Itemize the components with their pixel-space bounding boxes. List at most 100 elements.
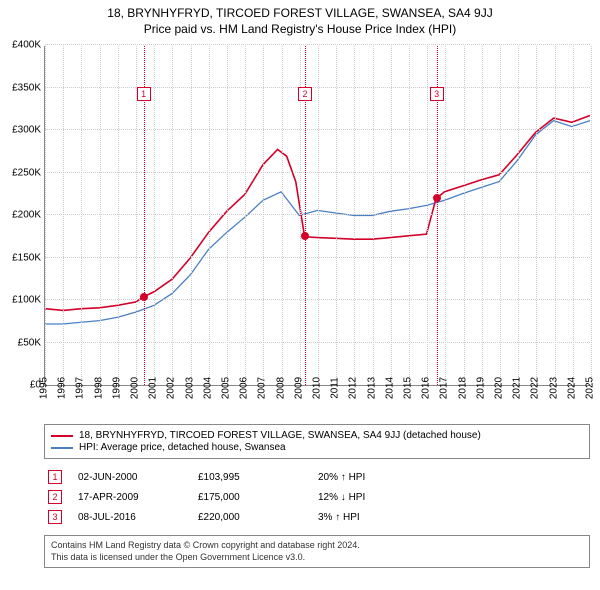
v-gridline xyxy=(573,46,574,385)
v-gridline xyxy=(555,46,556,385)
footer-line-2: This data is licensed under the Open Gov… xyxy=(51,552,583,564)
x-tick-label: 2007 xyxy=(257,377,268,399)
v-gridline xyxy=(354,46,355,385)
y-tick-label: £200K xyxy=(12,210,41,221)
x-tick-label: 2020 xyxy=(494,377,505,399)
y-tick-label: £400K xyxy=(12,40,41,51)
footer-line-1: Contains HM Land Registry data © Crown c… xyxy=(51,540,583,552)
y-tick-label: £350K xyxy=(12,82,41,93)
transaction-index-box: 1 xyxy=(48,470,62,484)
y-tick-label: £100K xyxy=(12,295,41,306)
x-tick-label: 2006 xyxy=(239,377,250,399)
v-gridline xyxy=(245,46,246,385)
x-tick-label: 1996 xyxy=(57,377,68,399)
x-tick-label: 2024 xyxy=(566,377,577,399)
callout-box: 1 xyxy=(137,87,151,101)
transaction-row: 1 02-JUN-2000£103,99520% ↑ HPI xyxy=(44,467,590,487)
legend-row: HPI: Average price, detached house, Swan… xyxy=(51,442,583,453)
transaction-delta: 20% ↑ HPI xyxy=(314,467,590,487)
legend-label: 18, BRYNHYFRYD, TIRCOED FOREST VILLAGE, … xyxy=(79,430,481,441)
v-gridline xyxy=(209,46,210,385)
transaction-index-box: 2 xyxy=(48,490,62,504)
x-tick-label: 2013 xyxy=(366,377,377,399)
transaction-date: 02-JUN-2000 xyxy=(74,467,194,487)
v-gridline xyxy=(336,46,337,385)
x-tick-label: 2010 xyxy=(312,377,323,399)
x-tick-label: 2023 xyxy=(548,377,559,399)
transactions-table: 1 02-JUN-2000£103,99520% ↑ HPI 2 17-APR-200… xyxy=(44,467,590,527)
x-tick-label: 2003 xyxy=(184,377,195,399)
v-gridline xyxy=(45,46,46,385)
v-gridline xyxy=(373,46,374,385)
chart-titles: 18, BRYNHYFRYD, TIRCOED FOREST VILLAGE, … xyxy=(0,0,600,36)
chart-title-1: 18, BRYNHYFRYD, TIRCOED FOREST VILLAGE, … xyxy=(0,6,600,20)
chart-container: 18, BRYNHYFRYD, TIRCOED FOREST VILLAGE, … xyxy=(0,0,600,568)
callout-box: 3 xyxy=(430,87,444,101)
transaction-price: £175,000 xyxy=(194,487,314,507)
x-tick-label: 2004 xyxy=(202,377,213,399)
transaction-delta: 12% ↓ HPI xyxy=(314,487,590,507)
x-tick-label: 2016 xyxy=(421,377,432,399)
v-gridline xyxy=(63,46,64,385)
v-gridline xyxy=(409,46,410,385)
v-gridline xyxy=(427,46,428,385)
v-gridline xyxy=(536,46,537,385)
transaction-row: 2 17-APR-2009£175,00012% ↓ HPI xyxy=(44,487,590,507)
footer-attribution: Contains HM Land Registry data © Crown c… xyxy=(44,535,590,568)
h-gridline xyxy=(45,44,590,45)
x-tick-label: 2005 xyxy=(221,377,232,399)
x-tick-label: 2001 xyxy=(148,377,159,399)
x-tick-label: 2002 xyxy=(166,377,177,399)
transaction-delta: 3% ↑ HPI xyxy=(314,507,590,527)
x-axis-labels: 1995199619971998199920002001200220032004… xyxy=(44,386,590,418)
v-gridline xyxy=(500,46,501,385)
x-tick-label: 1997 xyxy=(75,377,86,399)
v-gridline xyxy=(191,46,192,385)
legend-label: HPI: Average price, detached house, Swan… xyxy=(79,442,286,453)
legend-swatch xyxy=(51,435,73,437)
callout-marker xyxy=(140,293,148,301)
transaction-price: £103,995 xyxy=(194,467,314,487)
y-tick-label: £300K xyxy=(12,125,41,136)
v-gridline xyxy=(118,46,119,385)
v-gridline xyxy=(391,46,392,385)
transaction-row: 308-JUL-2016£220,0003% ↑ HPI xyxy=(44,507,590,527)
legend: 18, BRYNHYFRYD, TIRCOED FOREST VILLAGE, … xyxy=(44,424,590,459)
x-tick-label: 2014 xyxy=(384,377,395,399)
callout-marker xyxy=(301,232,309,240)
v-gridline xyxy=(227,46,228,385)
v-gridline xyxy=(518,46,519,385)
transaction-index-box: 3 xyxy=(48,510,62,524)
v-gridline xyxy=(100,46,101,385)
v-gridline xyxy=(172,46,173,385)
callout-box: 2 xyxy=(298,87,312,101)
v-gridline xyxy=(318,46,319,385)
x-tick-label: 2022 xyxy=(530,377,541,399)
x-tick-label: 2009 xyxy=(293,377,304,399)
x-tick-label: 2018 xyxy=(457,377,468,399)
plot-area: £0£50K£100K£150K£200K£250K£300K£350K£400… xyxy=(44,46,590,386)
x-tick-label: 2025 xyxy=(585,377,596,399)
x-tick-label: 2021 xyxy=(512,377,523,399)
x-tick-label: 2015 xyxy=(403,377,414,399)
v-gridline xyxy=(282,46,283,385)
x-tick-label: 2017 xyxy=(439,377,450,399)
callout-marker xyxy=(433,194,441,202)
v-gridline xyxy=(591,46,592,385)
y-tick-label: £50K xyxy=(18,337,41,348)
y-tick-label: £150K xyxy=(12,252,41,263)
y-tick-label: £250K xyxy=(12,167,41,178)
v-gridline xyxy=(482,46,483,385)
v-gridline xyxy=(263,46,264,385)
x-tick-label: 2019 xyxy=(475,377,486,399)
x-tick-label: 1999 xyxy=(111,377,122,399)
transaction-date: 17-APR-2009 xyxy=(74,487,194,507)
v-gridline xyxy=(464,46,465,385)
x-tick-label: 2011 xyxy=(330,377,341,399)
v-gridline xyxy=(154,46,155,385)
x-tick-label: 2008 xyxy=(275,377,286,399)
legend-swatch xyxy=(51,447,73,449)
x-tick-label: 1995 xyxy=(39,377,50,399)
chart-title-2: Price paid vs. HM Land Registry's House … xyxy=(0,22,600,36)
transaction-price: £220,000 xyxy=(194,507,314,527)
